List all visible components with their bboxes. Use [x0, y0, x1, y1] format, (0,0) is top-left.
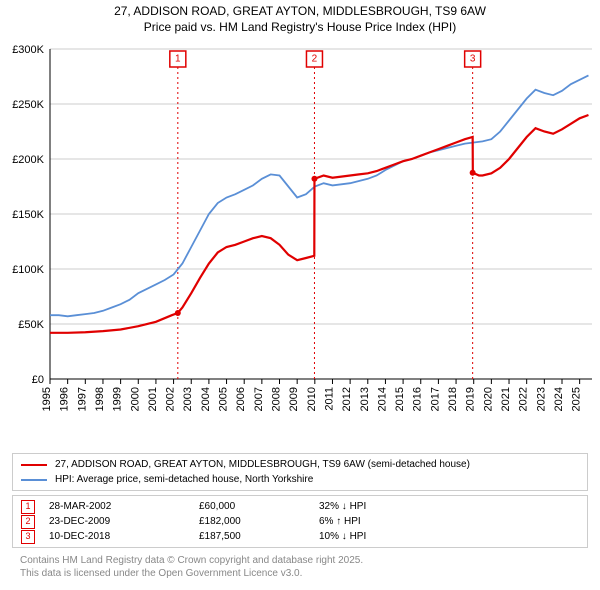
svg-text:£200K: £200K — [12, 154, 44, 166]
svg-text:2023: 2023 — [535, 387, 547, 411]
marker-date: 10-DEC-2018 — [49, 529, 199, 544]
marker-row: 3 10-DEC-2018 £187,500 10% ↓ HPI — [21, 529, 579, 544]
legend-swatch — [21, 479, 47, 481]
svg-text:£250K: £250K — [12, 99, 44, 111]
footer-attribution: Contains HM Land Registry data © Crown c… — [12, 552, 588, 583]
svg-text:1997: 1997 — [76, 387, 88, 411]
marker-price: £182,000 — [199, 514, 319, 529]
legend: 27, ADDISON ROAD, GREAT AYTON, MIDDLESBR… — [12, 453, 588, 491]
svg-text:2022: 2022 — [518, 387, 530, 411]
legend-item-price-paid: 27, ADDISON ROAD, GREAT AYTON, MIDDLESBR… — [21, 457, 579, 472]
chart-area: £0 £50K £100K £150K £200K £250K £300K 1995 1996 1… — [0, 39, 600, 449]
svg-text:1999: 1999 — [112, 387, 124, 411]
chart-title: 27, ADDISON ROAD, GREAT AYTON, MIDDLESBR… — [0, 0, 600, 39]
svg-text:2014: 2014 — [376, 387, 388, 411]
legend-label: HPI: Average price, semi-detached house,… — [55, 472, 313, 487]
svg-text:£50K: £50K — [18, 319, 44, 331]
footer-line-1: Contains HM Land Registry data © Crown c… — [20, 554, 580, 567]
svg-text:2: 2 — [312, 54, 318, 65]
svg-text:2016: 2016 — [412, 387, 424, 411]
marker-badge: 3 — [21, 530, 35, 544]
legend-label: 27, ADDISON ROAD, GREAT AYTON, MIDDLESBR… — [55, 457, 470, 472]
svg-text:2020: 2020 — [482, 387, 494, 411]
legend-swatch — [21, 464, 47, 466]
marker-price: £60,000 — [199, 499, 319, 514]
marker-date: 28-MAR-2002 — [49, 499, 199, 514]
marker-badge: 1 — [21, 500, 35, 514]
svg-text:£150K: £150K — [12, 209, 44, 221]
svg-text:2017: 2017 — [429, 387, 441, 411]
svg-text:2007: 2007 — [253, 387, 265, 411]
svg-text:2018: 2018 — [447, 387, 459, 411]
svg-text:1: 1 — [175, 54, 181, 65]
svg-text:2002: 2002 — [165, 387, 177, 411]
marker-diff: 10% ↓ HPI — [319, 529, 366, 544]
title-line-2: Price paid vs. HM Land Registry's House … — [0, 20, 600, 36]
svg-text:2004: 2004 — [200, 387, 212, 411]
svg-text:1998: 1998 — [94, 387, 106, 411]
marker-row: 1 28-MAR-2002 £60,000 32% ↓ HPI — [21, 499, 579, 514]
svg-text:2024: 2024 — [553, 387, 565, 411]
marker-badge: 2 — [21, 515, 35, 529]
svg-text:2009: 2009 — [288, 387, 300, 411]
marker-diff: 32% ↓ HPI — [319, 499, 366, 514]
svg-text:£300K: £300K — [12, 44, 44, 56]
svg-text:2019: 2019 — [465, 387, 477, 411]
svg-text:2021: 2021 — [500, 387, 512, 411]
marker-table: 1 28-MAR-2002 £60,000 32% ↓ HPI 2 23-DEC… — [12, 495, 588, 548]
svg-text:2006: 2006 — [235, 387, 247, 411]
marker-row: 2 23-DEC-2009 £182,000 6% ↑ HPI — [21, 514, 579, 529]
svg-text:2012: 2012 — [341, 387, 353, 411]
marker-diff: 6% ↑ HPI — [319, 514, 361, 529]
svg-text:2013: 2013 — [359, 387, 371, 411]
svg-text:2000: 2000 — [129, 387, 141, 411]
marker-date: 23-DEC-2009 — [49, 514, 199, 529]
footer-line-2: This data is licensed under the Open Gov… — [20, 567, 580, 580]
svg-text:2008: 2008 — [271, 387, 283, 411]
svg-text:£100K: £100K — [12, 264, 44, 276]
svg-text:2010: 2010 — [306, 387, 318, 411]
svg-text:1996: 1996 — [59, 387, 71, 411]
line-chart: £0 £50K £100K £150K £200K £250K £300K 1995 1996 1… — [0, 39, 600, 449]
svg-text:3: 3 — [470, 54, 476, 65]
svg-text:£0: £0 — [32, 374, 44, 386]
svg-text:1995: 1995 — [41, 387, 53, 411]
svg-text:2015: 2015 — [394, 387, 406, 411]
title-line-1: 27, ADDISON ROAD, GREAT AYTON, MIDDLESBR… — [0, 4, 600, 20]
marker-price: £187,500 — [199, 529, 319, 544]
svg-text:2001: 2001 — [147, 387, 159, 411]
svg-text:2011: 2011 — [323, 387, 335, 411]
legend-item-hpi: HPI: Average price, semi-detached house,… — [21, 472, 579, 487]
svg-text:2005: 2005 — [218, 387, 230, 411]
svg-text:2025: 2025 — [571, 387, 583, 411]
svg-text:2003: 2003 — [182, 387, 194, 411]
